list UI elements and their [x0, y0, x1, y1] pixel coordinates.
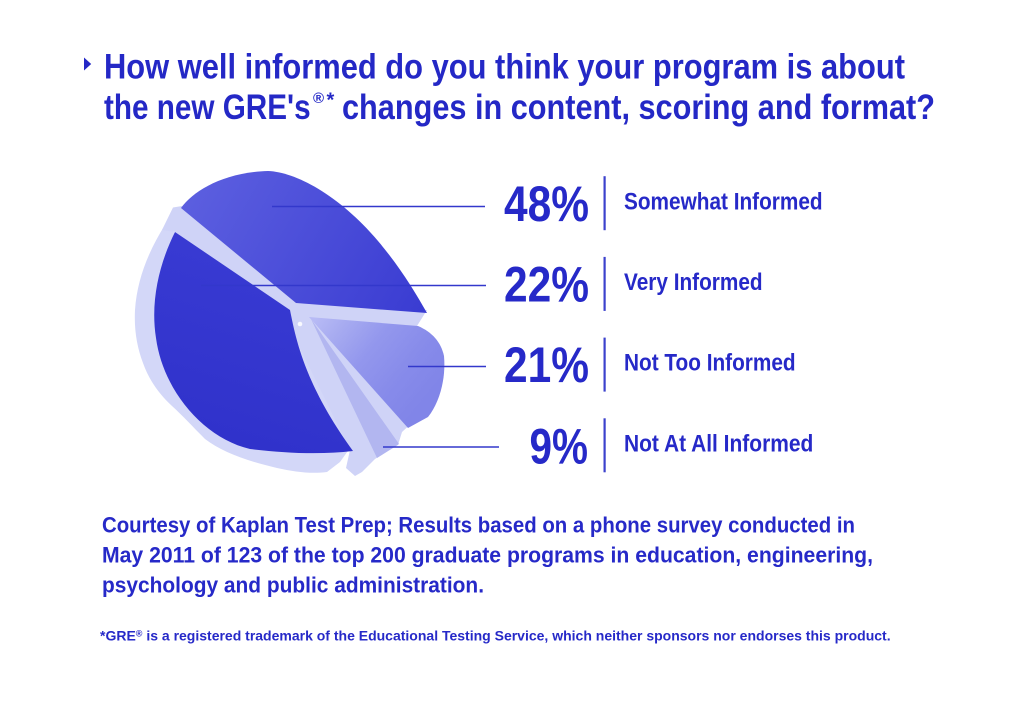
svg-text:®: ® [313, 90, 324, 107]
svg-text:48%: 48% [504, 176, 589, 232]
svg-text:22%: 22% [504, 257, 589, 313]
svg-text:*: * [327, 90, 335, 112]
svg-text:Courtesy of Kaplan Test Prep;: Courtesy of Kaplan Test Prep; Results ba… [102, 513, 855, 538]
svg-text:Very Informed: Very Informed [624, 269, 763, 296]
svg-text:How well informed do you think: How well informed do you think your prog… [104, 47, 905, 86]
svg-text:Not Too Informed: Not Too Informed [624, 350, 796, 377]
svg-text:psychology and public administ: psychology and public administration. [102, 572, 484, 597]
svg-text:21%: 21% [504, 337, 589, 393]
svg-text:the new GRE's: the new GRE's [104, 88, 311, 127]
svg-text:Somewhat Informed: Somewhat Informed [624, 188, 823, 215]
svg-text:May 2011 of 123 of the top 200: May 2011 of 123 of the top 200 graduate … [102, 542, 873, 567]
svg-text:changes in content, scoring an: changes in content, scoring and format? [342, 88, 935, 127]
svg-text:9%: 9% [530, 419, 589, 475]
svg-text:*GRE® is a registered trademar: *GRE® is a registered trademark of the E… [100, 628, 891, 644]
svg-text:Not At All Informed: Not At All Informed [624, 430, 813, 457]
